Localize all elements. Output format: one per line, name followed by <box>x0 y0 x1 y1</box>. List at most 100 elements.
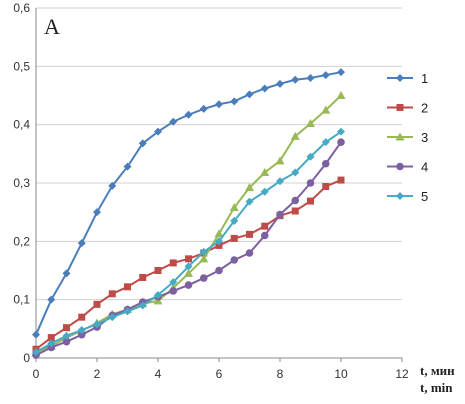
data-point <box>260 168 270 176</box>
y-tick-label: 0,4 <box>13 118 30 132</box>
legend-entry: 4 <box>387 160 428 175</box>
legend-entry: 3 <box>387 130 428 145</box>
data-point <box>184 268 193 277</box>
legend-marker <box>396 192 404 200</box>
data-point <box>291 168 300 177</box>
legend-entry: 1 <box>387 71 428 86</box>
legend-label: 2 <box>421 101 428 116</box>
data-point <box>276 79 284 88</box>
legend-marker <box>395 132 405 141</box>
data-point <box>108 313 117 322</box>
data-point <box>154 127 162 136</box>
data-point <box>337 176 345 184</box>
series-1 <box>32 68 345 339</box>
data-point <box>93 208 101 217</box>
data-point <box>63 324 70 332</box>
data-point <box>47 339 56 348</box>
data-point <box>184 110 193 119</box>
data-point <box>108 290 116 298</box>
y-tick-label: 0,1 <box>13 293 30 307</box>
data-point <box>184 262 193 271</box>
x-axis-label-en: t, min <box>420 380 453 395</box>
data-point <box>291 196 300 205</box>
legend-marker <box>396 104 404 111</box>
data-point <box>169 259 177 267</box>
data-point <box>291 207 299 215</box>
data-point <box>169 278 178 287</box>
data-point <box>230 234 238 242</box>
data-point <box>32 348 40 357</box>
data-point <box>32 330 40 339</box>
gridlines <box>36 7 402 301</box>
data-point <box>321 71 330 80</box>
data-point <box>185 255 192 263</box>
data-point <box>199 247 208 256</box>
panel-label: A <box>44 14 60 39</box>
data-point <box>245 90 254 99</box>
data-point <box>62 337 71 346</box>
data-point <box>138 301 147 310</box>
data-point <box>260 187 269 196</box>
data-point <box>321 105 331 114</box>
data-point <box>306 119 315 127</box>
x-tick-label: 6 <box>216 367 223 381</box>
data-point <box>214 229 224 238</box>
data-point <box>290 131 300 140</box>
data-point <box>138 139 147 148</box>
data-point <box>47 334 55 342</box>
data-point <box>230 256 239 264</box>
y-tick-label: 0,3 <box>13 176 30 190</box>
legend-marker <box>396 162 404 171</box>
data-point <box>275 156 285 165</box>
x-tick-label: 0 <box>33 367 40 381</box>
data-point <box>291 75 300 84</box>
data-point <box>77 326 86 334</box>
y-tick-label: 0,6 <box>13 1 30 15</box>
x-tick-label: 4 <box>155 367 162 381</box>
data-point <box>230 216 239 225</box>
series-2 <box>32 176 345 353</box>
data-point <box>139 274 147 281</box>
x-axis-label-ru: t, мин <box>420 363 455 378</box>
legend-label: 1 <box>421 71 428 86</box>
data-point <box>246 230 253 238</box>
y-tick-labels: 0 0,1 0,2 0,3 0,4 0,5 0,6 <box>13 1 30 365</box>
data-point <box>229 203 239 211</box>
data-point <box>215 241 223 249</box>
data-point <box>78 313 86 321</box>
legend-entry: 2 <box>387 101 428 116</box>
axes <box>35 8 403 362</box>
data-point <box>154 267 162 274</box>
legend-entry: 5 <box>387 189 428 204</box>
x-tick-label: 2 <box>94 367 101 381</box>
data-point <box>199 274 208 282</box>
data-point <box>276 177 284 186</box>
data-point <box>245 197 254 206</box>
data-point <box>306 74 315 82</box>
y-tick-label: 0,5 <box>13 59 30 73</box>
data-point <box>230 97 239 106</box>
data-point <box>307 197 314 205</box>
data-point <box>169 287 178 295</box>
data-point <box>199 104 208 113</box>
data-point <box>337 68 345 77</box>
series-4 <box>32 138 345 359</box>
data-point <box>62 331 71 340</box>
x-tick-labels: 0 2 4 6 8 10 12 <box>33 367 409 381</box>
data-point <box>215 237 223 246</box>
data-point <box>93 300 101 308</box>
y-tick-label: 0,2 <box>13 234 30 248</box>
data-point <box>123 307 132 316</box>
y-tick-label: 0 <box>23 351 30 365</box>
data-point <box>169 117 178 126</box>
x-tick-label: 12 <box>395 367 409 381</box>
data-point <box>336 91 346 99</box>
data-point <box>276 210 284 219</box>
data-point <box>261 222 269 230</box>
data-point <box>337 127 345 136</box>
data-point <box>108 181 117 190</box>
data-point <box>184 281 193 289</box>
data-point <box>215 100 223 109</box>
data-point <box>199 254 209 263</box>
